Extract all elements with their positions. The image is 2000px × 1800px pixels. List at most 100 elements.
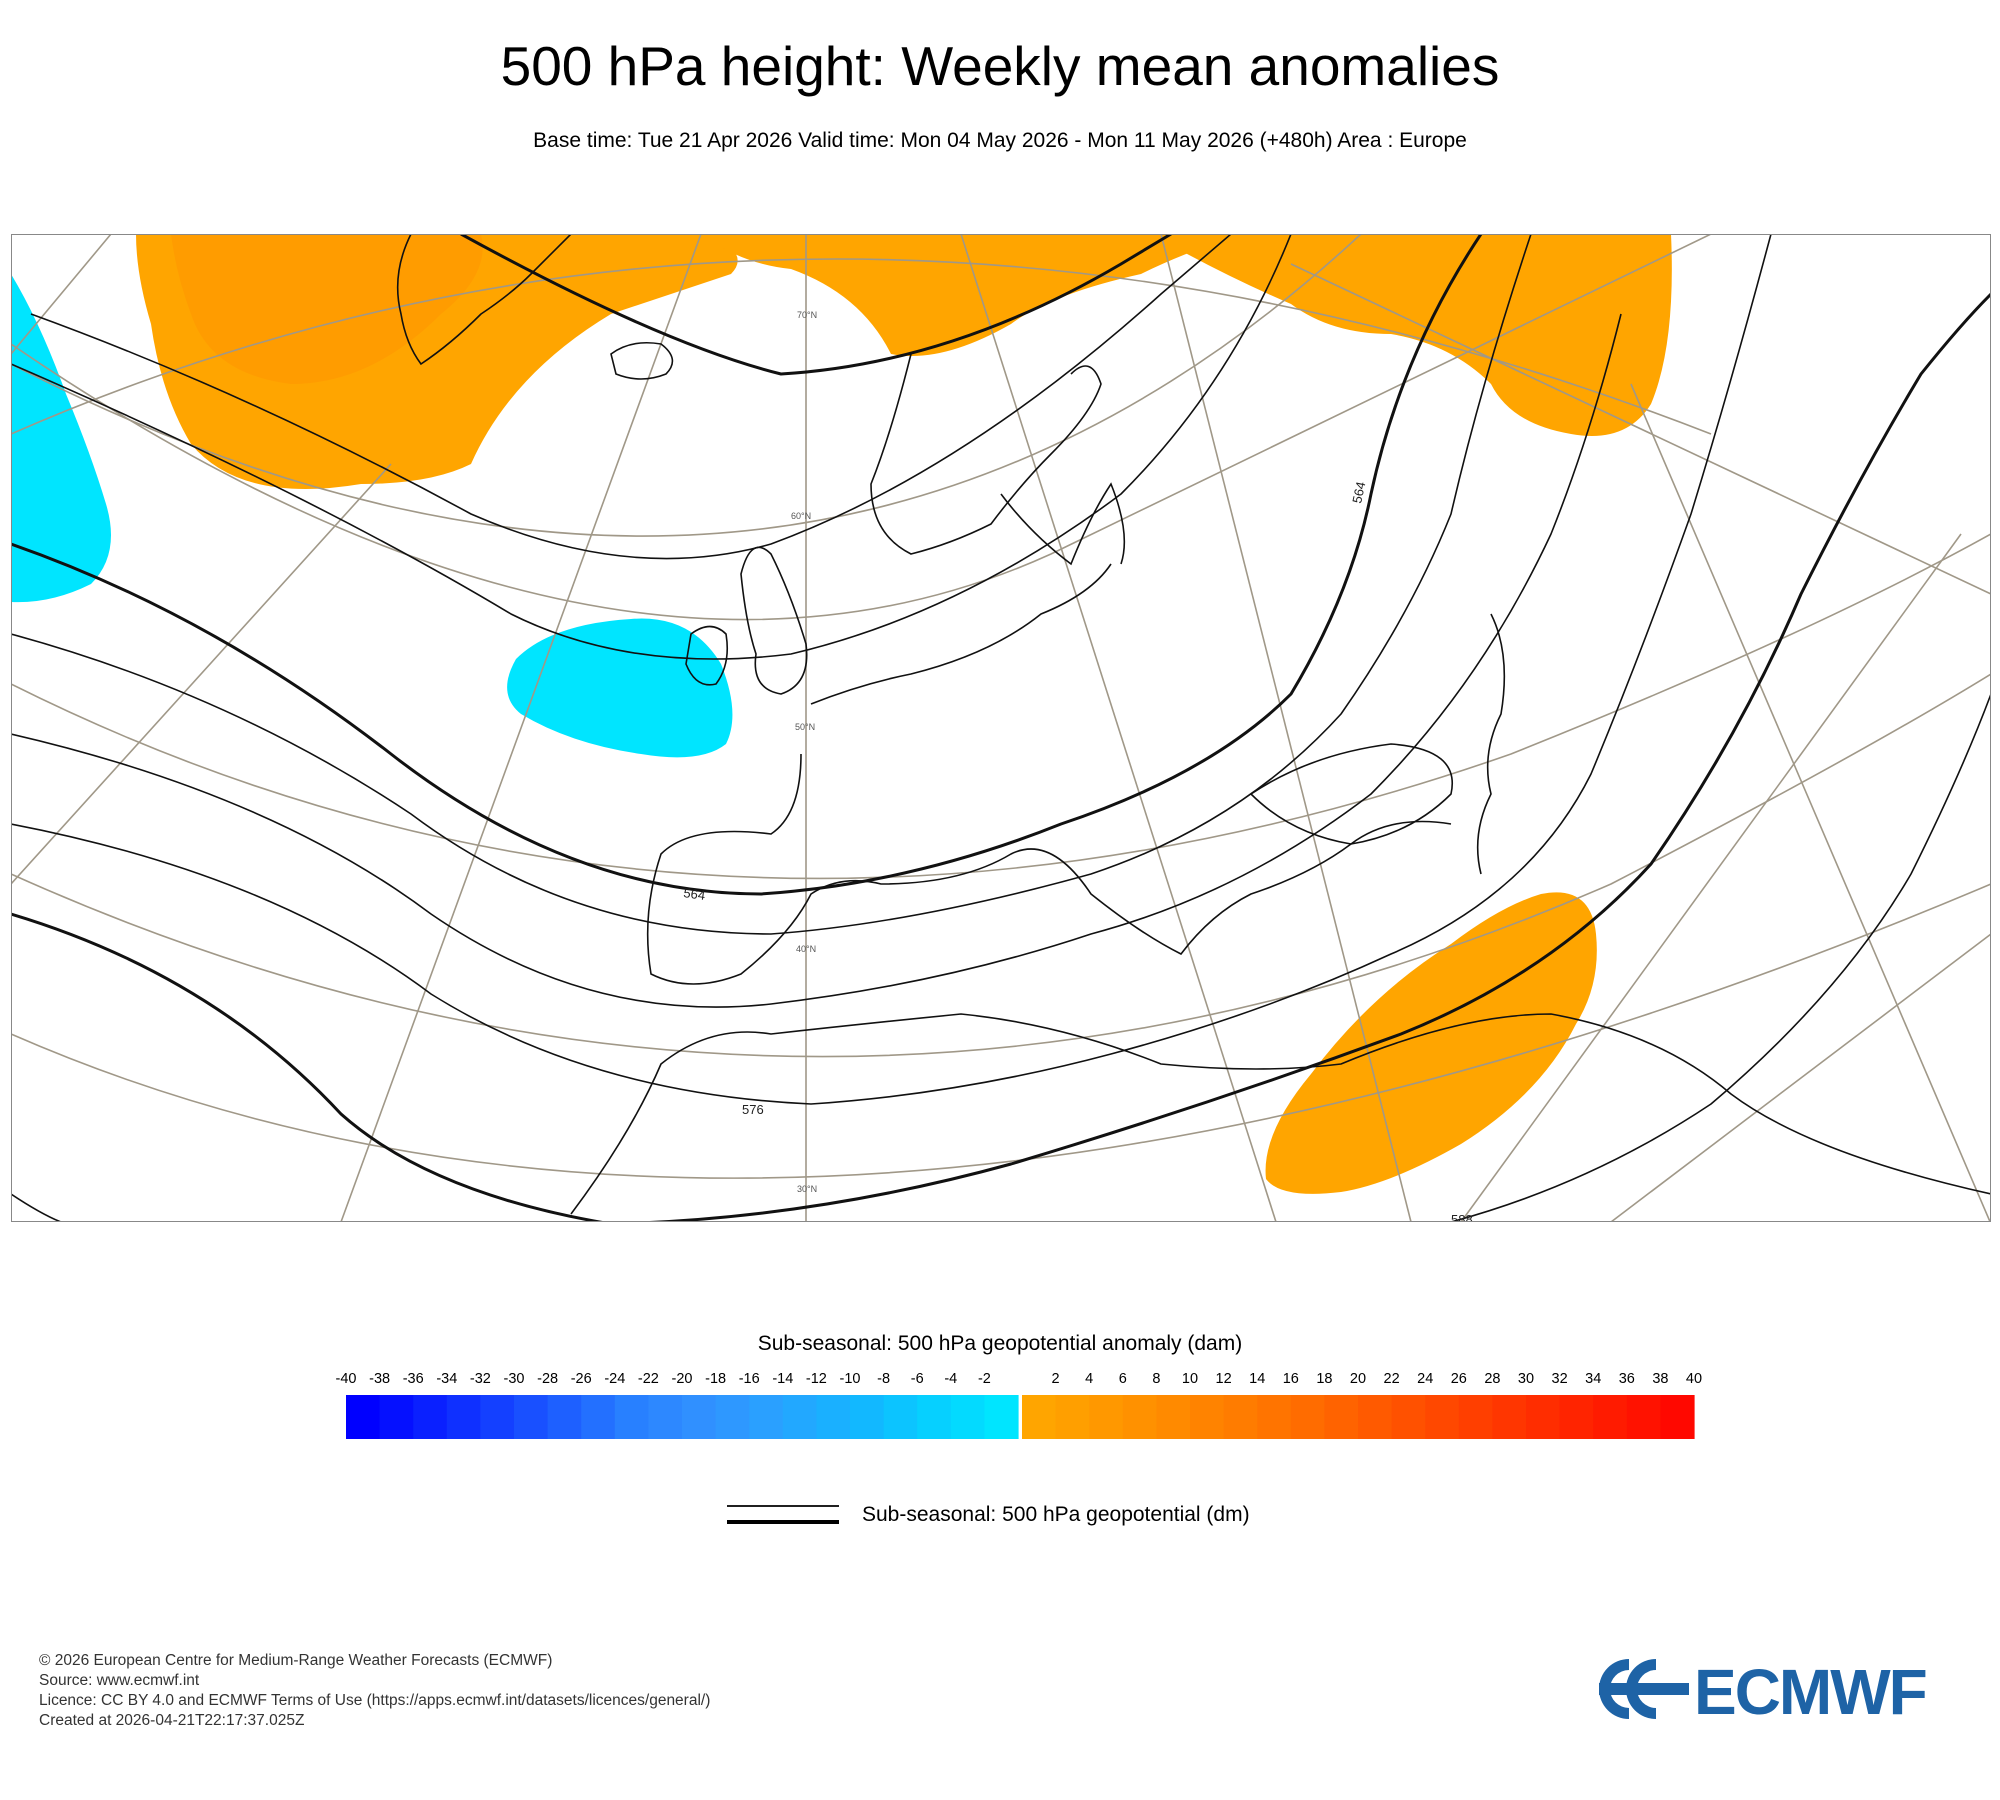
colorbar-swatch-positive-17 bbox=[1593, 1395, 1628, 1439]
colorbar-tick-negative-0: -40 bbox=[336, 1371, 357, 1387]
contour-label-564-west: 564 bbox=[683, 885, 707, 903]
colorbar-swatch-negative-8 bbox=[614, 1395, 649, 1439]
contour-thin-east bbox=[1450, 693, 1991, 1222]
colorbar-tick-negative-1: -38 bbox=[369, 1371, 390, 1387]
contour-thick-588 bbox=[11, 292, 1991, 1222]
colorbar-tick-labels: -40 -38 -36 -34 -32 -30 -28 -26 -24 -22 -20 -18 -16-… bbox=[336, 1371, 1703, 1387]
graticule bbox=[11, 234, 1991, 1222]
contour-thick-1 bbox=[460, 234, 1172, 376]
colorbar-tick-negative-16: -8 bbox=[877, 1371, 890, 1387]
colorbar-tick-positive-17: 36 bbox=[1619, 1371, 1635, 1387]
chart-title: 500 hPa height: Weekly mean anomalies bbox=[500, 35, 1500, 97]
contour-thin-576 bbox=[11, 234, 1772, 1105]
contour-labels: 564 564 576 588 bbox=[683, 480, 1473, 1222]
colorbar-tick-positive-8: 18 bbox=[1316, 1371, 1332, 1387]
colorbar-tick-negative-14: -12 bbox=[806, 1371, 827, 1387]
ecmwf-logo-mark bbox=[1599, 1659, 1689, 1719]
lat-label-60: 60°N bbox=[791, 511, 811, 521]
colorbar-tick-negative-15: -10 bbox=[840, 1371, 861, 1387]
colorbar-tick-positive-9: 20 bbox=[1350, 1371, 1366, 1387]
positive-anomaly-scandinavia bbox=[701, 234, 1241, 356]
colorbar-tick-positive-18: 38 bbox=[1652, 1371, 1668, 1387]
colorbar-swatch-positive-9 bbox=[1324, 1395, 1359, 1439]
colorbar-tick-negative-4: -32 bbox=[470, 1371, 491, 1387]
colorbar-positive-swatches bbox=[1022, 1395, 1695, 1439]
colorbar-tick-positive-12: 26 bbox=[1451, 1371, 1467, 1387]
caspian-coast bbox=[1476, 613, 1506, 875]
colorbar-tick-negative-19: -2 bbox=[978, 1371, 991, 1387]
latitude-labels: 70°N 60°N 50°N 40°N 30°N bbox=[791, 310, 817, 1194]
colorbar-swatch-negative-0 bbox=[346, 1395, 381, 1439]
colorbar-tick-positive-3: 8 bbox=[1152, 1371, 1160, 1387]
contour-label-588: 588 bbox=[1451, 1212, 1473, 1222]
colorbar-tick-negative-2: -36 bbox=[403, 1371, 424, 1387]
colorbar-tick-negative-13: -14 bbox=[772, 1371, 793, 1387]
lat-label-30: 30°N bbox=[797, 1184, 817, 1194]
chart-subtitle: Base time: Tue 21 Apr 2026 Valid time: M… bbox=[533, 129, 1467, 152]
colorbar-swatch-positive-11 bbox=[1391, 1395, 1426, 1439]
colorbar-tick-negative-7: -26 bbox=[571, 1371, 592, 1387]
colorbar-tick-negative-10: -20 bbox=[672, 1371, 693, 1387]
colorbar-swatch-negative-14 bbox=[816, 1395, 851, 1439]
colorbar-tick-positive-0: 2 bbox=[1052, 1371, 1060, 1387]
coastlines bbox=[396, 234, 1991, 1215]
contour-thick-564 bbox=[11, 234, 1483, 896]
colorbar-tick-positive-19: 40 bbox=[1686, 1371, 1702, 1387]
colorbar-tick-negative-3: -34 bbox=[436, 1371, 457, 1387]
colorbar-swatch-negative-15 bbox=[850, 1395, 885, 1439]
positive-anomaly-russia bbox=[1151, 234, 1672, 436]
colorbar-swatch-negative-16 bbox=[883, 1395, 918, 1439]
colorbar-swatch-negative-5 bbox=[514, 1395, 549, 1439]
ecmwf-logo: ECMWF bbox=[1599, 1656, 1928, 1722]
legend-title: Sub-seasonal: 500 hPa geopotential anoma… bbox=[757, 1332, 1243, 1355]
colorbar-tick-positive-11: 24 bbox=[1417, 1371, 1433, 1387]
colorbar-swatch-negative-13 bbox=[782, 1395, 817, 1439]
colorbar-tick-negative-6: -28 bbox=[537, 1371, 558, 1387]
lat-label-70: 70°N bbox=[797, 310, 817, 320]
colorbar-tick-negative-12: -16 bbox=[739, 1371, 760, 1387]
colorbar-swatch-positive-6 bbox=[1223, 1395, 1258, 1439]
colorbar-tick-positive-2: 6 bbox=[1119, 1371, 1127, 1387]
colorbar-swatch-positive-10 bbox=[1358, 1395, 1393, 1439]
colorbar-tick-positive-14: 30 bbox=[1518, 1371, 1534, 1387]
europe-coast bbox=[646, 563, 1452, 985]
colorbar-swatch-positive-14 bbox=[1492, 1395, 1527, 1439]
scandinavia-coast bbox=[870, 353, 1102, 555]
contour-label-576: 576 bbox=[742, 1102, 764, 1117]
colorbar-swatch-negative-10 bbox=[682, 1395, 717, 1439]
contour-thin-1 bbox=[30, 234, 1232, 560]
colorbar-swatch-negative-11 bbox=[715, 1395, 750, 1439]
colorbar-swatch-positive-1 bbox=[1055, 1395, 1090, 1439]
colorbar-swatch-negative-7 bbox=[581, 1395, 616, 1439]
iceland-coast bbox=[610, 341, 674, 380]
colorbar-swatch-positive-12 bbox=[1425, 1395, 1460, 1439]
colorbar-swatch-positive-3 bbox=[1122, 1395, 1157, 1439]
colorbar-swatch-negative-3 bbox=[446, 1395, 481, 1439]
colorbar-swatch-negative-2 bbox=[413, 1395, 448, 1439]
positive-anomaly-middle-east bbox=[1265, 892, 1597, 1194]
anomaly-colorbar: -40 -38 -36 -34 -32 -30 -28 -26 -24 -22 -20 -18 -16-… bbox=[336, 1371, 1703, 1439]
colorbar-swatch-positive-4 bbox=[1156, 1395, 1191, 1439]
colorbar-swatch-positive-19 bbox=[1660, 1395, 1695, 1439]
black-sea-coast bbox=[1249, 743, 1453, 845]
footer-source: Source: www.ecmwf.int bbox=[39, 1672, 200, 1689]
lat-label-50: 50°N bbox=[795, 722, 815, 732]
contour-thin-4 bbox=[11, 313, 1622, 1008]
geopotential-contours bbox=[11, 234, 1991, 1222]
ecmwf-logo-text: ECMWF bbox=[1694, 1656, 1926, 1722]
colorbar-swatch-positive-8 bbox=[1290, 1395, 1325, 1439]
colorbar-swatch-positive-16 bbox=[1559, 1395, 1594, 1439]
colorbar-tick-positive-7: 16 bbox=[1283, 1371, 1299, 1387]
colorbar-tick-positive-15: 32 bbox=[1552, 1371, 1568, 1387]
colorbar-swatch-positive-2 bbox=[1089, 1395, 1124, 1439]
colorbar-tick-positive-5: 12 bbox=[1216, 1371, 1232, 1387]
colorbar-swatch-positive-15 bbox=[1526, 1395, 1561, 1439]
colorbar-tick-positive-16: 34 bbox=[1585, 1371, 1601, 1387]
colorbar-tick-positive-13: 28 bbox=[1484, 1371, 1500, 1387]
contour-label-564-east: 564 bbox=[1349, 480, 1368, 504]
baltic-coast bbox=[1000, 482, 1126, 566]
ireland-coast bbox=[685, 625, 729, 686]
colorbar-tick-negative-8: -24 bbox=[604, 1371, 625, 1387]
colorbar-swatch-negative-12 bbox=[749, 1395, 784, 1439]
colorbar-swatch-negative-1 bbox=[379, 1395, 414, 1439]
